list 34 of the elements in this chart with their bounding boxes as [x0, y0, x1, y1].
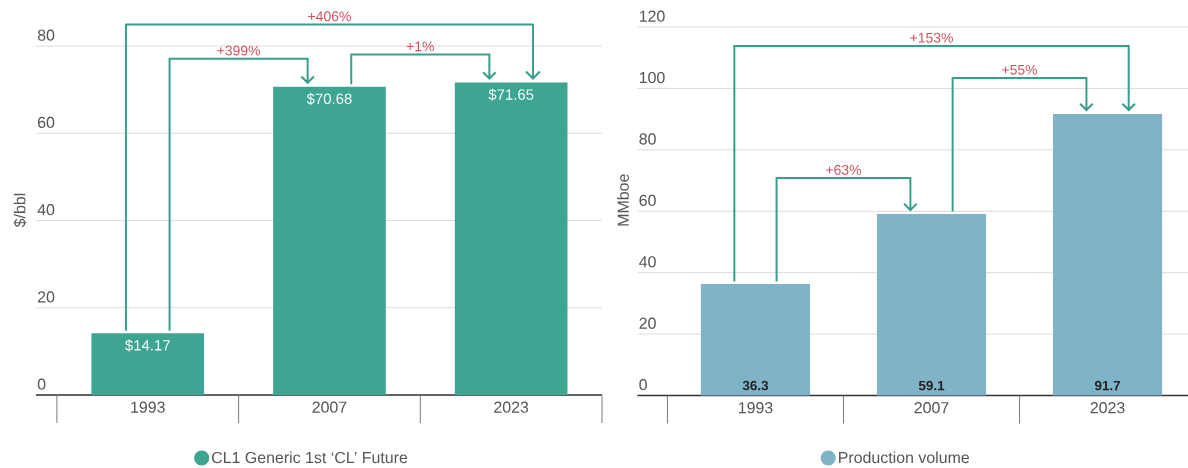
- text: +406%: [308, 11, 351, 22]
- x-tick-label: 2023: [1090, 402, 1125, 414]
- x-tick-label: 2007: [312, 401, 347, 413]
- y-tick-label: 0: [37, 378, 46, 390]
- y-tick-label: 80: [639, 133, 656, 145]
- y-tick-label: 20: [38, 291, 55, 303]
- y-tick-label: 120: [639, 10, 665, 22]
- data-label: 36.3: [742, 380, 769, 391]
- data-label: $71.65: [488, 88, 534, 101]
- legend-label: Production volume: [839, 451, 970, 464]
- x-tick-label: 2023: [494, 401, 529, 413]
- y-tick-label: 100: [639, 71, 665, 84]
- data-label: 59.1: [918, 380, 945, 391]
- data-label: $14.17: [125, 339, 170, 352]
- y-axis-title: MMboe: [617, 174, 629, 226]
- annotation: +399%: [217, 45, 261, 56]
- y-tick-label: 80: [37, 29, 55, 41]
- data-label: $70.68: [306, 92, 352, 105]
- y-tick-label: 60: [639, 194, 656, 207]
- x-tick-label: 1993: [131, 401, 165, 413]
- x-tick-label: 2007: [914, 402, 949, 414]
- y-axis-title: $/bbl: [13, 193, 27, 228]
- data-label: 91.7: [1094, 380, 1121, 391]
- annotation: +1%: [406, 41, 434, 52]
- annotation: +153%: [910, 32, 953, 43]
- annotation: +63%: [826, 164, 862, 175]
- y-tick-label: 40: [37, 204, 55, 216]
- x-tick-label: 1993: [738, 402, 773, 414]
- y-tick-label: 20: [639, 317, 656, 329]
- y-tick-label: 0: [639, 379, 647, 391]
- annotation: +55%: [1002, 64, 1038, 75]
- y-tick-label: 60: [38, 116, 55, 129]
- legend-label: CL1 Generic 1st ‘CL’ Future: [211, 451, 408, 464]
- y-tick-label: 40: [639, 256, 656, 268]
